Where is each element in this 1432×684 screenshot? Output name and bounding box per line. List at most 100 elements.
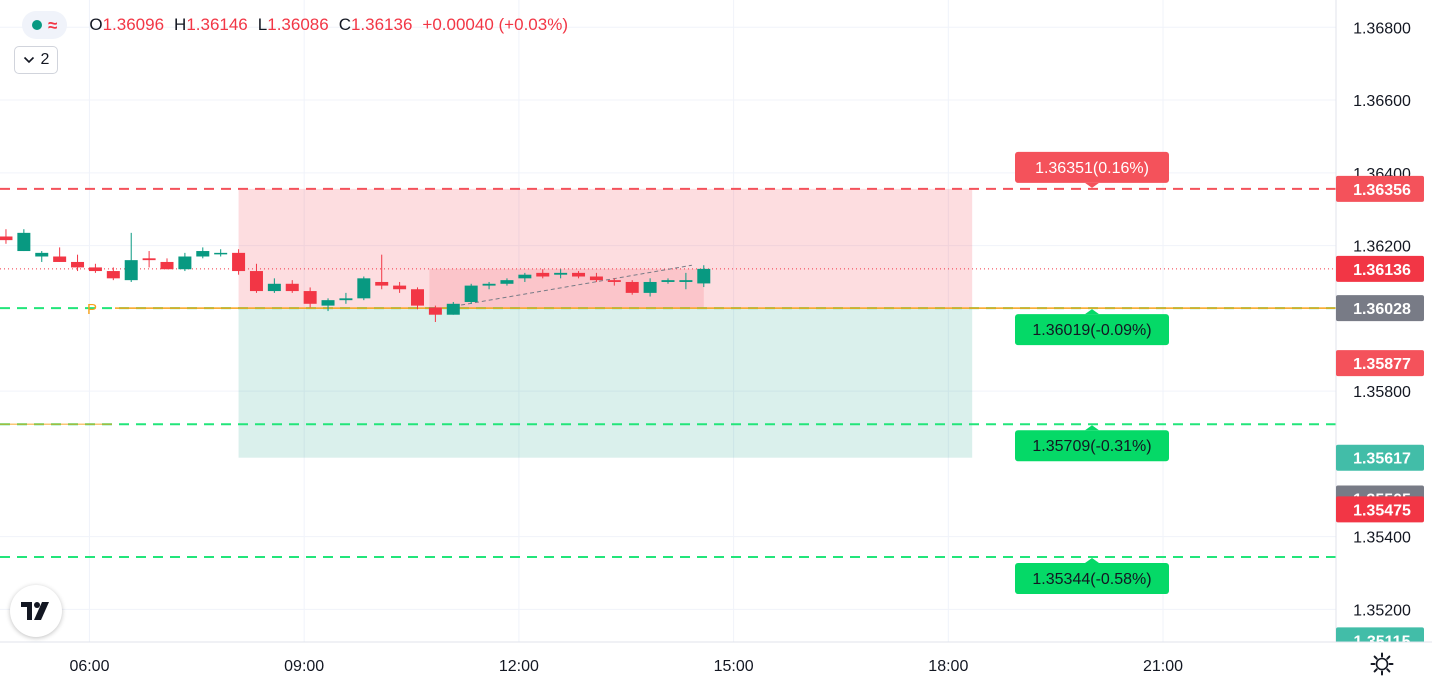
ohlc-values: O1.36096 H1.36146 L1.36086 C1.36136 +0.0…: [89, 15, 568, 35]
collapse-indicators-button[interactable]: 2: [14, 46, 58, 74]
label-box: [1015, 151, 1169, 183]
candle-body: [500, 280, 514, 284]
y-tick-label: 1.36800: [1353, 20, 1411, 37]
candle-body: [607, 280, 621, 282]
level-label-text: 1.35709(-0.31%): [1032, 438, 1151, 455]
price-badge-text: 1.35877: [1353, 356, 1411, 373]
candle-body: [178, 256, 192, 270]
price-badge-box: [1336, 444, 1424, 471]
price-badge: 1.35617: [1336, 444, 1424, 471]
price-axis: [1336, 0, 1432, 684]
candle-body: [661, 280, 675, 282]
candle: [446, 301, 460, 315]
candle: [160, 258, 174, 270]
candle-body: [393, 285, 407, 290]
candle-body: [106, 271, 120, 279]
symbol-status-pill[interactable]: ≈: [22, 11, 68, 39]
level-label: 1.35344(-0.58%): [1015, 558, 1169, 595]
price-badge-text: 1.35475: [1353, 502, 1411, 519]
high-value: H1.36146: [174, 15, 248, 34]
candle-body: [267, 283, 281, 292]
x-tick-label: 18:00: [928, 658, 968, 675]
candle-body: [589, 276, 603, 281]
candle-body: [249, 271, 263, 292]
label-box: [1015, 314, 1169, 346]
candle: [196, 247, 210, 259]
candle: [124, 232, 138, 282]
x-tick-label: 12:00: [499, 658, 539, 675]
candle: [232, 249, 246, 275]
open-value: O1.36096: [89, 15, 165, 34]
candle: [536, 269, 550, 279]
candle: [17, 229, 31, 252]
legend-bar: ≈ O1.36096 H1.36146 L1.36086 C1.36136 +0…: [22, 10, 568, 40]
green-dot-icon: [32, 20, 42, 30]
price-badge-box: [1336, 295, 1424, 322]
price-badge: 1.35877: [1336, 350, 1424, 377]
close-value: C1.36136: [338, 15, 413, 34]
candle-body: [357, 278, 371, 299]
candle-body: [196, 251, 210, 257]
candle-body: [446, 303, 460, 315]
level-label-text: 1.36351(0.16%): [1035, 160, 1149, 177]
candle: [88, 263, 102, 273]
candle: [178, 252, 192, 272]
price-badge-text: 1.36028: [1353, 301, 1411, 318]
candle: [214, 249, 228, 257]
candle-body: [697, 268, 711, 284]
candle-body: [428, 307, 442, 315]
candle-body: [572, 272, 586, 277]
change-value: +0.00040 (+0.03%): [422, 15, 568, 34]
candle-body: [214, 252, 228, 255]
y-tick-label: 1.35800: [1353, 384, 1411, 401]
x-tick-label: 21:00: [1143, 658, 1183, 675]
candle-body: [71, 261, 85, 268]
time-axis: [0, 642, 1432, 684]
chevron-down-icon: [23, 56, 34, 64]
candle: [518, 272, 532, 282]
candle-body: [232, 252, 246, 272]
price-badge: 1.35475: [1336, 496, 1424, 523]
candle: [428, 305, 442, 322]
pivot-label: P: [87, 301, 97, 318]
candle: [106, 267, 120, 281]
candle: [572, 271, 586, 279]
label-box: [1015, 563, 1169, 595]
candle: [142, 251, 156, 268]
x-tick-label: 15:00: [714, 658, 754, 675]
candle-body: [679, 280, 693, 282]
level-label: 1.36019(-0.09%): [1015, 309, 1169, 346]
candle: [554, 269, 568, 279]
candle-body: [536, 272, 550, 277]
level-label: 1.35709(-0.31%): [1015, 425, 1169, 462]
candle: [303, 287, 317, 308]
label-pointer: [1085, 182, 1099, 188]
candle: [411, 287, 424, 310]
price-badge: 1.36136: [1336, 255, 1424, 282]
candle-body: [142, 258, 156, 261]
y-tick-label: 1.36600: [1353, 93, 1411, 110]
candle: [53, 247, 67, 262]
level-label: 1.36351(0.16%): [1015, 151, 1169, 188]
y-tick-label: 1.36200: [1353, 239, 1411, 256]
price-badge: 1.36028: [1336, 295, 1424, 322]
candles: [0, 229, 711, 322]
candle: [321, 298, 335, 312]
tradingview-logo-icon[interactable]: [10, 585, 62, 637]
candle: [697, 265, 711, 288]
label-box: [1015, 430, 1169, 462]
label-pointer: [1085, 309, 1099, 315]
candle: [375, 254, 389, 290]
candle-body: [124, 260, 138, 281]
candle-body: [643, 281, 657, 293]
indicator-count: 2: [40, 51, 50, 68]
label-pointer: [1085, 425, 1099, 431]
candle: [500, 278, 514, 286]
gear-icon[interactable]: [1370, 652, 1394, 676]
candle-body: [285, 283, 299, 292]
take-profit-zone: [238, 308, 973, 458]
candle-body: [321, 300, 335, 306]
wave-icon: ≈: [48, 15, 58, 35]
